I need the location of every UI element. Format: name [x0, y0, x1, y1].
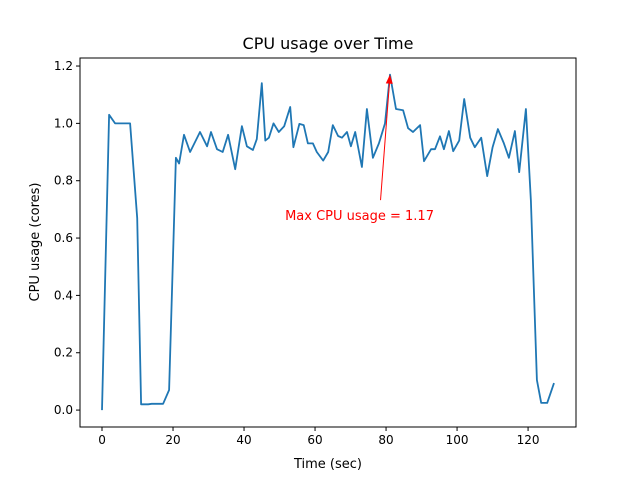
x-tick-label: 60 — [307, 433, 322, 447]
axes-frame — [79, 57, 577, 428]
y-tick-label: 1.0 — [54, 116, 73, 130]
x-tick-label: 0 — [98, 433, 106, 447]
x-tick-label: 100 — [446, 433, 469, 447]
x-tick-label: 120 — [517, 433, 540, 447]
chart-title: CPU usage over Time — [243, 34, 414, 53]
y-tick-label: 0.0 — [54, 403, 73, 417]
annotation-text: Max CPU usage = 1.17 — [285, 209, 434, 224]
x-tick-label: 80 — [378, 433, 393, 447]
y-tick-label: 1.2 — [54, 59, 73, 73]
series-line-cpu-usage — [101, 73, 555, 411]
annotation-layer: Max CPU usage = 1.17 — [285, 74, 434, 224]
x-tick-label: 40 — [236, 433, 251, 447]
annotation-arrowhead — [385, 74, 393, 84]
axis-ticks: 0 20 40 60 80 100 120 0.0 0.2 0.4 0.6 0.8 1.0 1.2 — [54, 59, 540, 447]
y-axis-label: CPU usage (cores) — [28, 183, 43, 302]
annotation-arrow — [380, 76, 391, 201]
x-tick-label: 20 — [165, 433, 180, 447]
y-tick-label: 0.8 — [54, 174, 73, 188]
x-axis-label: Time (sec) — [293, 457, 362, 472]
y-tick-label: 0.2 — [54, 346, 73, 360]
y-tick-label: 0.6 — [54, 231, 73, 245]
y-tick-label: 0.4 — [54, 288, 73, 302]
series-layer — [101, 73, 555, 411]
